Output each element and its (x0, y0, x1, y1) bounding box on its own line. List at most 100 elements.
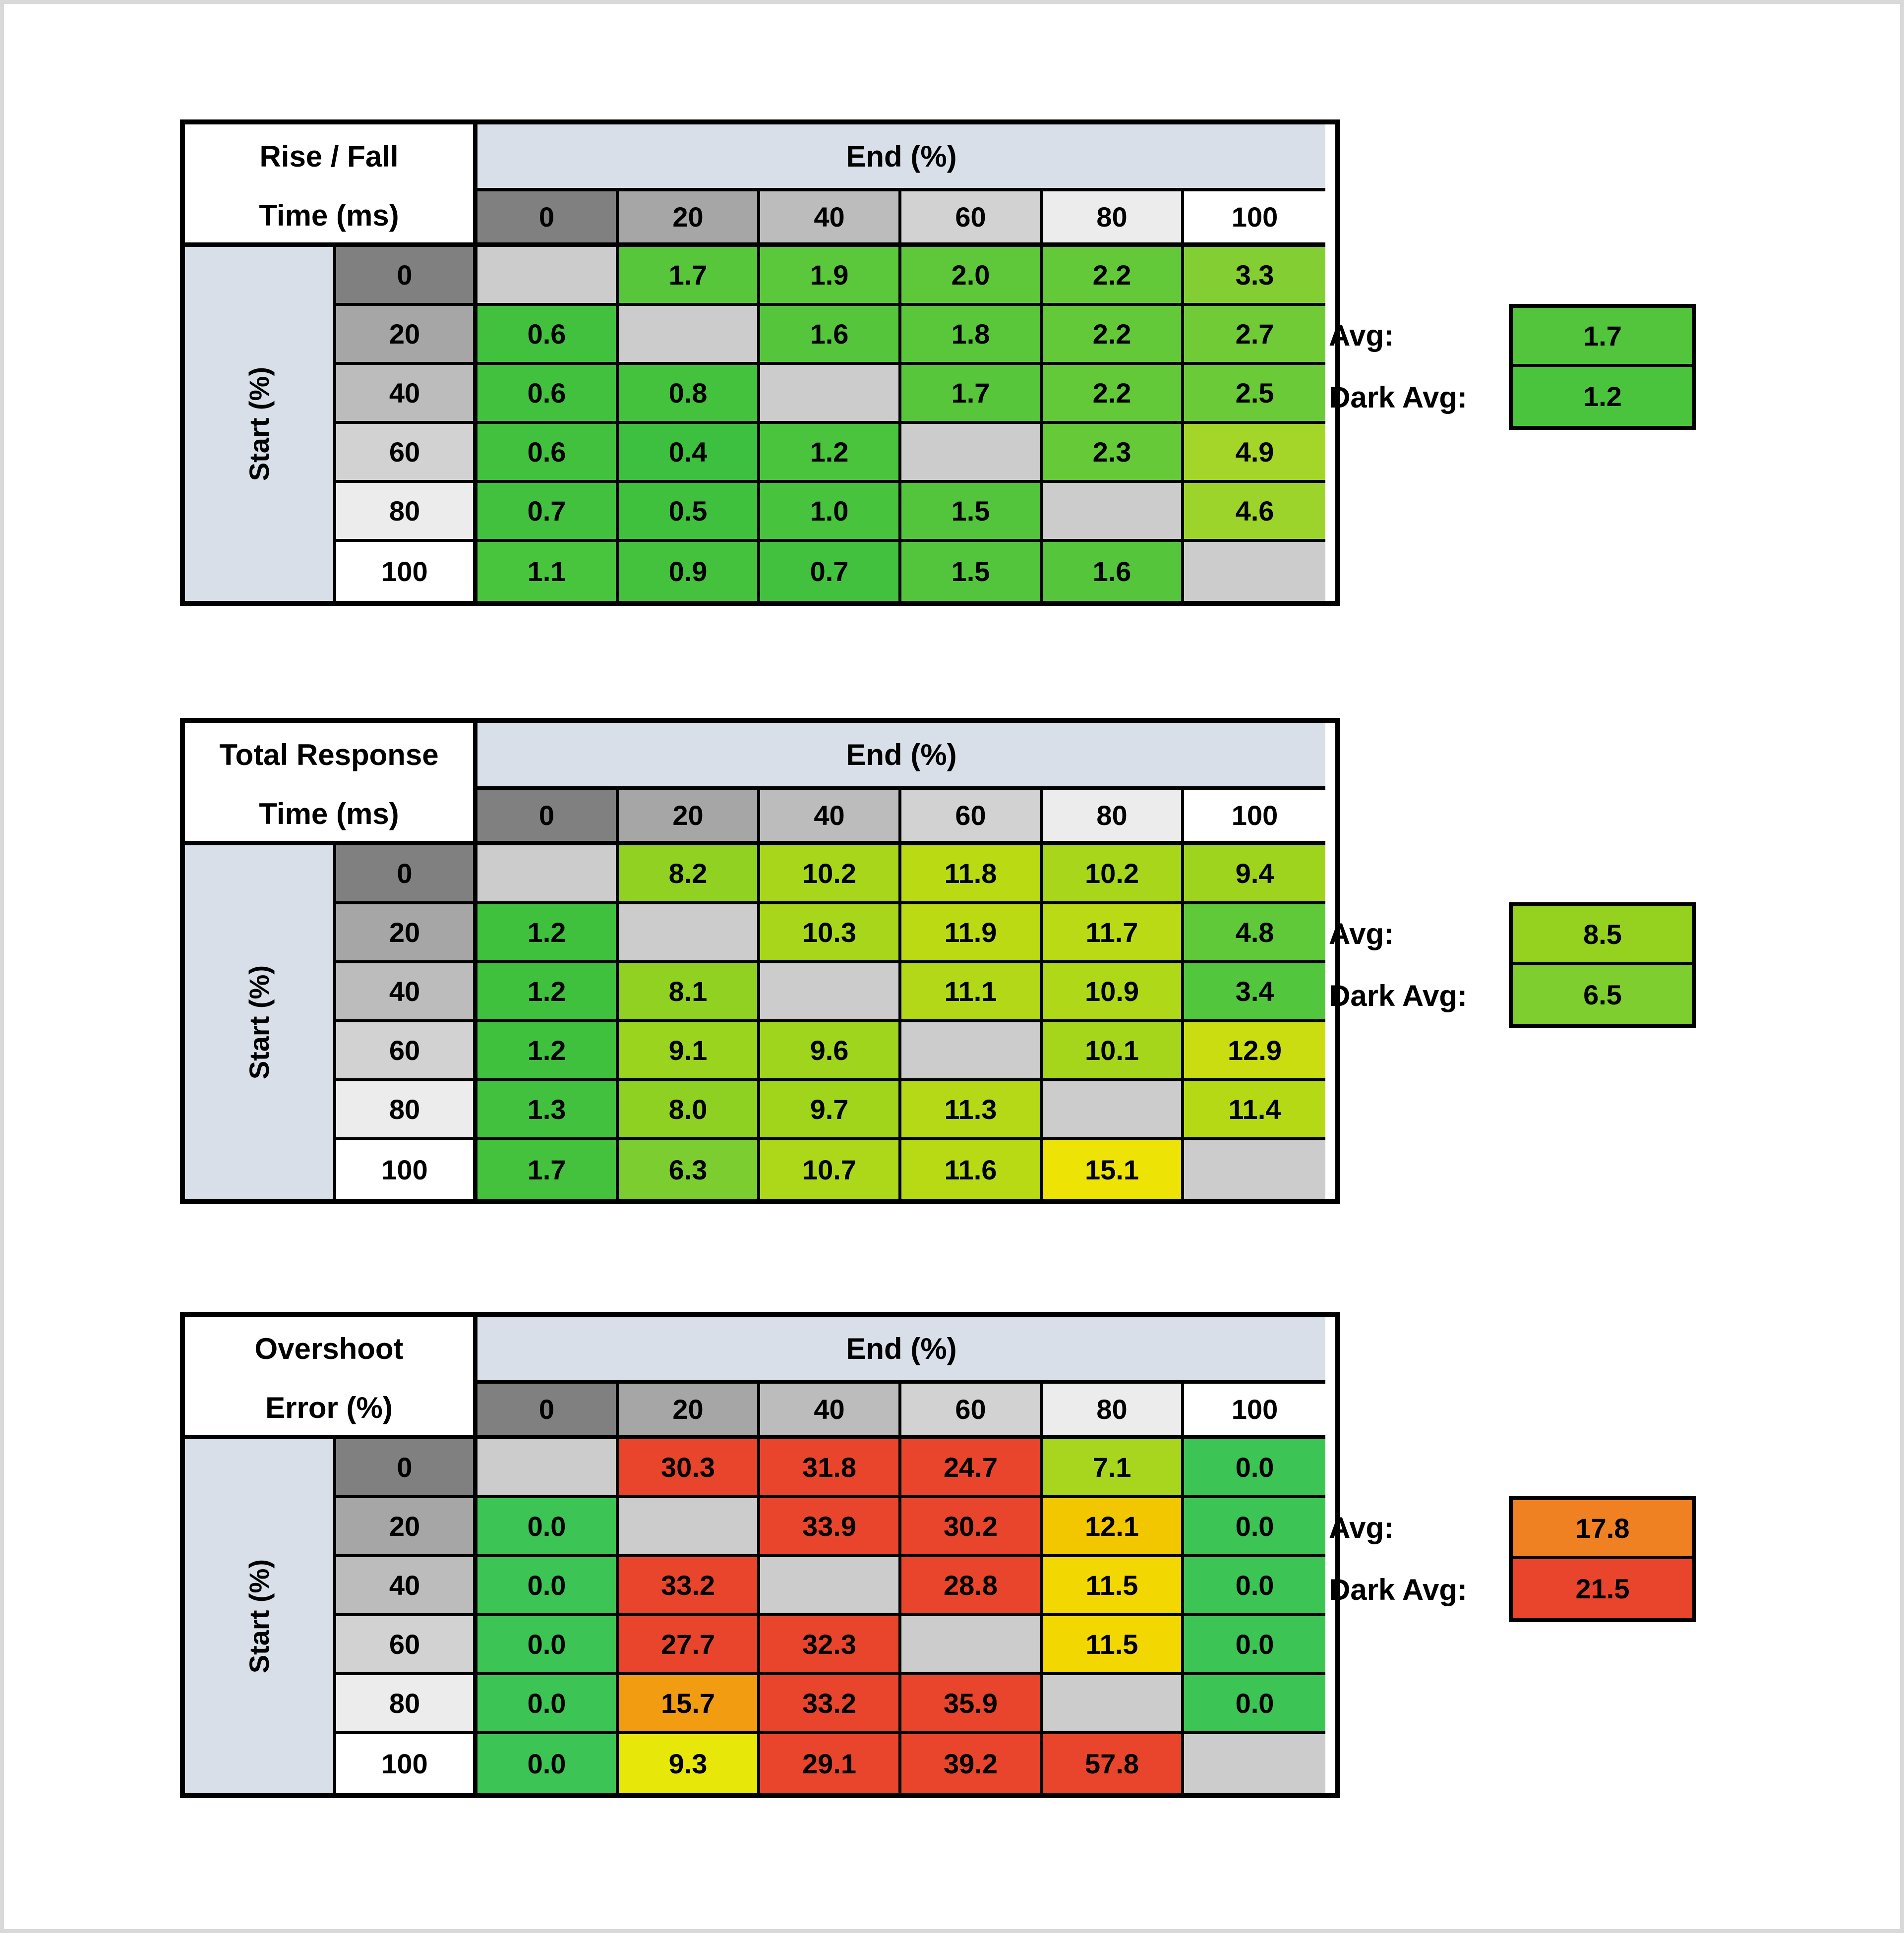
row-header-cell: 80 (336, 1675, 477, 1734)
diagonal-cell (1184, 1734, 1325, 1793)
col-header-cell: 40 (760, 191, 901, 247)
col-header-cell: 0 (477, 1384, 619, 1439)
data-cell: 10.1 (1043, 1022, 1184, 1081)
data-cell: 0.4 (619, 424, 760, 483)
diagonal-cell (1184, 542, 1325, 601)
data-cell: 6.3 (619, 1140, 760, 1199)
start-axis-label: Start (%) (185, 845, 336, 1199)
data-cell: 33.2 (619, 1557, 760, 1616)
data-cell: 8.1 (619, 963, 760, 1022)
col-header-cell: 40 (760, 1384, 901, 1439)
data-cell: 0.5 (619, 483, 760, 542)
data-cell: 1.8 (901, 306, 1043, 365)
data-cell: 0.9 (619, 542, 760, 601)
dark-avg-label: Dark Avg: (1329, 979, 1467, 1012)
col-header-cell: 40 (760, 790, 901, 845)
avg-label: Avg: (1329, 1511, 1394, 1544)
data-cell: 28.8 (901, 1557, 1043, 1616)
row-header-cell: 20 (336, 904, 477, 963)
table-title-overshoot: Overshoot Error (%) (185, 1317, 477, 1439)
data-cell: 11.4 (1184, 1081, 1325, 1140)
data-cell: 1.5 (901, 542, 1043, 601)
data-cell: 4.9 (1184, 424, 1325, 483)
table-grid-overshoot: Overshoot Error (%) End (%) 0 20 40 60 80 100 Sta… (185, 1317, 1335, 1793)
data-cell: 1.7 (477, 1140, 619, 1199)
data-cell: 0.0 (477, 1557, 619, 1616)
row-header-cell: 0 (336, 1439, 477, 1498)
data-cell: 39.2 (901, 1734, 1043, 1793)
data-cell: 11.6 (901, 1140, 1043, 1199)
data-cell: 9.4 (1184, 845, 1325, 904)
col-header-cell: 100 (1184, 191, 1325, 247)
diagonal-cell (901, 1022, 1043, 1081)
data-cell: 10.2 (1043, 845, 1184, 904)
data-cell: 11.7 (1043, 904, 1184, 963)
col-header-cell: 100 (1184, 790, 1325, 845)
data-cell: 11.1 (901, 963, 1043, 1022)
table-grid-rise-fall: Rise / Fall Time (ms) End (%) 0 20 40 60 80 100 S… (185, 124, 1335, 601)
end-axis-header: End (%) (477, 124, 1325, 191)
data-cell: 0.0 (1184, 1557, 1325, 1616)
table-title-line2: Time (ms) (259, 198, 399, 232)
row-header-cell: 20 (336, 1498, 477, 1557)
diagonal-cell (901, 424, 1043, 483)
data-cell: 9.6 (760, 1022, 901, 1081)
start-axis-label-text: Start (%) (243, 366, 275, 481)
data-cell: 1.7 (619, 247, 760, 306)
data-cell: 0.7 (760, 542, 901, 601)
avg-value-box-total-response: 8.5 6.5 (1509, 902, 1696, 1028)
data-cell: 2.0 (901, 247, 1043, 306)
row-header-cell: 40 (336, 365, 477, 424)
data-cell: 9.7 (760, 1081, 901, 1140)
row-header-cell: 100 (336, 542, 477, 601)
data-cell: 0.6 (477, 424, 619, 483)
data-cell: 33.9 (760, 1498, 901, 1557)
table-title-rise-fall: Rise / Fall Time (ms) (185, 124, 477, 247)
data-cell: 1.2 (477, 963, 619, 1022)
data-cell: 1.7 (901, 365, 1043, 424)
data-cell: 0.0 (1184, 1439, 1325, 1498)
data-cell: 4.6 (1184, 483, 1325, 542)
start-axis-label: Start (%) (185, 247, 336, 601)
data-cell: 1.6 (1043, 542, 1184, 601)
data-cell: 11.8 (901, 845, 1043, 904)
avg-value: 1.7 (1513, 308, 1692, 367)
diagonal-cell (901, 1616, 1043, 1675)
data-cell: 0.0 (1184, 1498, 1325, 1557)
data-cell: 10.9 (1043, 963, 1184, 1022)
data-cell: 0.0 (477, 1734, 619, 1793)
data-cell: 8.0 (619, 1081, 760, 1140)
data-cell: 10.2 (760, 845, 901, 904)
data-cell: 1.3 (477, 1081, 619, 1140)
row-header-cell: 60 (336, 1616, 477, 1675)
data-cell: 9.1 (619, 1022, 760, 1081)
data-cell: 0.7 (477, 483, 619, 542)
row-header-cell: 0 (336, 247, 477, 306)
row-header-cell: 20 (336, 306, 477, 365)
data-cell: 11.9 (901, 904, 1043, 963)
data-cell: 12.9 (1184, 1022, 1325, 1081)
col-header-cell: 60 (901, 790, 1043, 845)
data-cell: 33.2 (760, 1675, 901, 1734)
data-cell: 0.0 (477, 1616, 619, 1675)
data-cell: 4.8 (1184, 904, 1325, 963)
table-title-line2: Error (%) (265, 1391, 393, 1424)
data-cell: 0.0 (477, 1675, 619, 1734)
col-header-cell: 0 (477, 191, 619, 247)
diagonal-cell (760, 963, 901, 1022)
data-cell: 1.0 (760, 483, 901, 542)
data-cell: 1.2 (477, 1022, 619, 1081)
data-cell: 2.2 (1043, 247, 1184, 306)
col-header-cell: 60 (901, 1384, 1043, 1439)
data-cell: 1.6 (760, 306, 901, 365)
data-cell: 29.1 (760, 1734, 901, 1793)
dark-avg-label: Dark Avg: (1329, 1573, 1467, 1606)
table-title-line2: Time (ms) (259, 797, 399, 830)
data-cell: 35.9 (901, 1675, 1043, 1734)
dark-avg-value: 1.2 (1513, 367, 1692, 426)
diagonal-cell (477, 247, 619, 306)
data-cell: 30.3 (619, 1439, 760, 1498)
data-cell: 1.1 (477, 542, 619, 601)
col-header-cell: 80 (1043, 191, 1184, 247)
